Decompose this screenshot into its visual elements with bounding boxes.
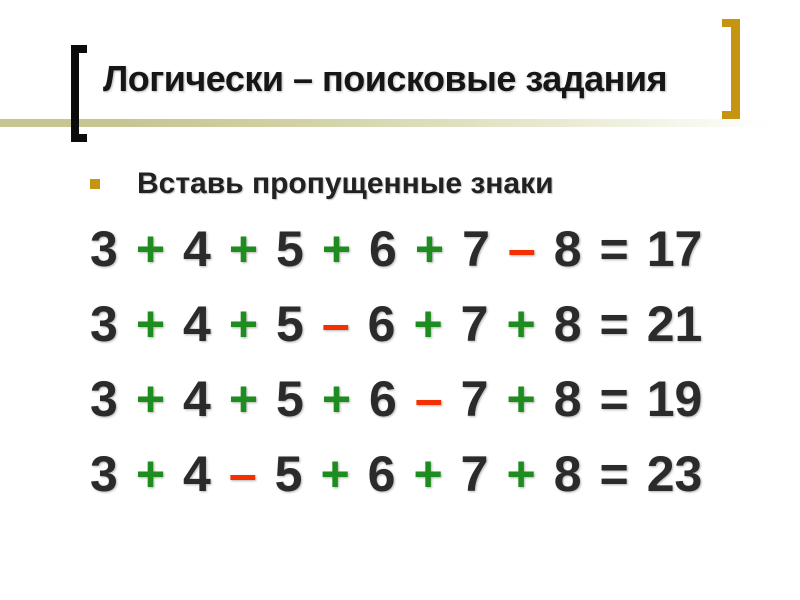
number: 4 xyxy=(183,446,211,502)
equals-sign: = xyxy=(599,296,629,352)
plus-sign: + xyxy=(228,296,259,352)
left-bracket-icon xyxy=(71,45,87,142)
plus-sign: + xyxy=(135,446,166,502)
equals-sign: = xyxy=(599,371,629,427)
bullet-square-icon xyxy=(90,179,100,189)
equations-list: 3 +4 +5 +6 +7–8 = 17 3 +4 +5–6 +7 +8 = 21 3 +4 +5 +6–7 +8 =… xyxy=(90,212,702,512)
plus-sign: + xyxy=(413,446,443,502)
number: 4 xyxy=(183,371,211,427)
number: 4 xyxy=(183,221,211,277)
number: 17 xyxy=(646,221,703,277)
minus-sign: – xyxy=(228,446,257,502)
number: 6 xyxy=(367,446,396,502)
title-underline-rule xyxy=(0,119,772,127)
minus-sign: – xyxy=(414,371,443,427)
plus-sign: + xyxy=(135,221,166,277)
number: 21 xyxy=(646,296,703,352)
number: 4 xyxy=(183,296,211,352)
plus-sign: + xyxy=(320,446,350,502)
number: 6 xyxy=(369,371,397,427)
equation-row: 3 +4 +5 +6–7 +8 = 19 xyxy=(90,362,702,437)
number: 19 xyxy=(646,371,703,427)
plus-sign: + xyxy=(321,371,352,427)
number: 5 xyxy=(274,446,303,502)
number: 5 xyxy=(276,371,304,427)
right-bracket-icon xyxy=(722,19,740,119)
equation-row: 3 +4 +5 +6 +7–8 = 17 xyxy=(90,212,702,287)
number: 7 xyxy=(460,296,489,352)
plus-sign: + xyxy=(321,221,352,277)
plus-sign: + xyxy=(506,446,536,502)
plus-sign: + xyxy=(135,371,166,427)
number: 8 xyxy=(553,296,582,352)
plus-sign: + xyxy=(414,221,445,277)
number: 8 xyxy=(553,446,582,502)
equation-row: 3 +4 +5–6 +7 +8 = 21 xyxy=(90,287,702,362)
plus-sign: + xyxy=(135,296,166,352)
bullet-row: Вставь пропущенные знаки xyxy=(90,166,554,202)
number: 7 xyxy=(460,371,489,427)
plus-sign: + xyxy=(506,296,536,352)
number: 6 xyxy=(369,221,397,277)
number: 3 xyxy=(90,446,118,502)
equation-row: 3 +4–5 +6 +7 +8 = 23 xyxy=(90,437,702,512)
slide-title: Логически – поисковые задания xyxy=(103,58,668,99)
plus-sign: + xyxy=(228,221,259,277)
bullet-text: Вставь пропущенные знаки xyxy=(137,167,554,200)
number: 8 xyxy=(553,221,582,277)
number: 3 xyxy=(90,221,118,277)
number: 6 xyxy=(367,296,396,352)
number: 8 xyxy=(553,371,582,427)
number: 23 xyxy=(646,446,703,502)
plus-sign: + xyxy=(228,371,259,427)
plus-sign: + xyxy=(506,371,536,427)
minus-sign: – xyxy=(507,221,536,277)
number: 5 xyxy=(276,221,304,277)
plus-sign: + xyxy=(413,296,443,352)
number: 7 xyxy=(460,446,489,502)
number: 3 xyxy=(90,296,118,352)
equals-sign: = xyxy=(599,446,629,502)
number: 7 xyxy=(462,221,490,277)
number: 3 xyxy=(90,371,118,427)
number: 5 xyxy=(276,296,304,352)
minus-sign: – xyxy=(321,296,350,352)
equals-sign: = xyxy=(599,221,629,277)
